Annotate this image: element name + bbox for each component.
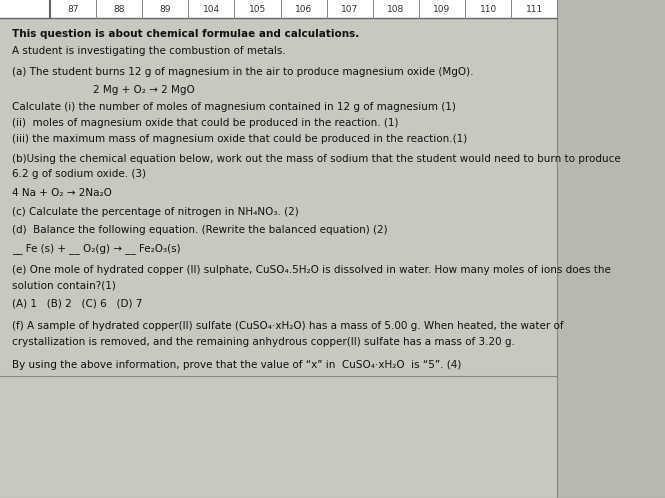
Text: (c) Calculate the percentage of nitrogen in NH₄NO₃. (2): (c) Calculate the percentage of nitrogen… — [12, 207, 299, 217]
Bar — [557, 0, 665, 498]
Text: (f) A sample of hydrated copper(II) sulfate (CuSO₄·xH₂O) has a mass of 5.00 g. W: (f) A sample of hydrated copper(II) sulf… — [12, 321, 564, 331]
Text: crystallization is removed, and the remaining anhydrous copper(II) sulfate has a: crystallization is removed, and the rema… — [12, 337, 515, 347]
Text: 110: 110 — [479, 4, 497, 14]
Text: 107: 107 — [341, 4, 358, 14]
Text: (e) One mole of hydrated copper (II) sulphate, CuSO₄.5H₂O is dissolved in water.: (e) One mole of hydrated copper (II) sul… — [12, 265, 611, 275]
Text: This question is about chemical formulae and calculations.: This question is about chemical formulae… — [12, 29, 359, 39]
Text: 109: 109 — [434, 4, 451, 14]
Text: (iii) the maximum mass of magnesium oxide that could be produced in the reaction: (iii) the maximum mass of magnesium oxid… — [12, 134, 467, 144]
Text: (a) The student burns 12 g of magnesium in the air to produce magnesium oxide (M: (a) The student burns 12 g of magnesium … — [12, 67, 473, 77]
Bar — [0, 0, 557, 18]
Text: 87: 87 — [67, 4, 78, 14]
Text: (ii)  moles of magnesium oxide that could be produced in the reaction. (1): (ii) moles of magnesium oxide that could… — [12, 118, 398, 128]
Text: 111: 111 — [525, 4, 543, 14]
Text: (b)Using the chemical equation below, work out the mass of sodium that the stude: (b)Using the chemical equation below, wo… — [12, 154, 620, 164]
Text: 88: 88 — [113, 4, 125, 14]
Text: (A) 1   (B) 2   (C) 6   (D) 7: (A) 1 (B) 2 (C) 6 (D) 7 — [12, 299, 142, 309]
Text: solution contain?(1): solution contain?(1) — [12, 280, 116, 290]
Text: 4 Na + O₂ → 2Na₂O: 4 Na + O₂ → 2Na₂O — [12, 188, 112, 198]
Text: 6.2 g of sodium oxide. (3): 6.2 g of sodium oxide. (3) — [12, 169, 146, 179]
Text: (d)  Balance the following equation. (Rewrite the balanced equation) (2): (d) Balance the following equation. (Rew… — [12, 225, 388, 235]
Text: 104: 104 — [203, 4, 220, 14]
Text: 89: 89 — [160, 4, 171, 14]
Text: 108: 108 — [387, 4, 404, 14]
Text: A student is investigating the combustion of metals.: A student is investigating the combustio… — [12, 46, 286, 56]
Text: 2 Mg + O₂ → 2 MgO: 2 Mg + O₂ → 2 MgO — [93, 85, 195, 95]
Text: __ Fe (s) + __ O₂(g) → __ Fe₂O₃(s): __ Fe (s) + __ O₂(g) → __ Fe₂O₃(s) — [12, 243, 181, 254]
Text: 105: 105 — [249, 4, 266, 14]
Text: By using the above information, prove that the value of “x” in  CuSO₄·xH₂O  is “: By using the above information, prove th… — [12, 360, 462, 370]
Text: 106: 106 — [295, 4, 312, 14]
Text: Calculate (i) the number of moles of magnesium contained in 12 g of magnesium (1: Calculate (i) the number of moles of mag… — [12, 102, 456, 112]
